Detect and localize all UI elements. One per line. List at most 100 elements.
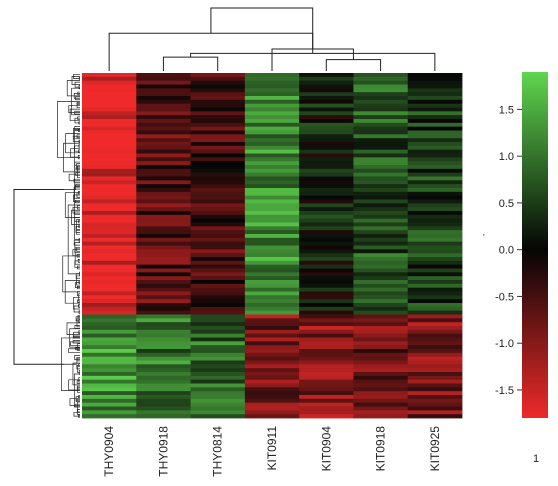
heatmap-cell (82, 165, 137, 170)
heatmap-cell (353, 73, 409, 78)
heatmap-cell (353, 253, 409, 258)
heatmap-cell (136, 303, 191, 308)
heatmap-cell (190, 126, 246, 131)
dendrogram-branch (190, 52, 436, 71)
heatmap-cell (299, 122, 354, 128)
heatmap-cell (407, 226, 463, 231)
heatmap-cell (244, 387, 300, 392)
heatmap-cell (136, 107, 191, 112)
heatmap-cell (407, 76, 463, 82)
heatmap-cell (407, 345, 463, 350)
color-scale-tick-label: 0.0 (499, 245, 514, 257)
heatmap-cell (190, 337, 246, 342)
heatmap-cell (244, 153, 300, 158)
heatmap-cell (82, 115, 137, 120)
heatmap-cell (299, 276, 354, 281)
dendrogram-branch (75, 225, 80, 233)
heatmap-cell (82, 314, 137, 319)
color-scale-tick-label: 0.5 (499, 198, 514, 210)
dendrogram-branch (76, 163, 80, 170)
heatmap-cell (299, 138, 354, 143)
heatmap-cell (244, 207, 300, 212)
heatmap-cell (136, 268, 191, 273)
heatmap-cell (353, 214, 409, 220)
heatmap-cell (82, 172, 137, 177)
heatmap-cell (407, 176, 463, 181)
heatmap-cell (244, 119, 300, 124)
heatmap-cell (82, 207, 137, 212)
heatmap-cell (244, 191, 300, 197)
heatmap-cell (407, 280, 463, 285)
heatmap-cell (190, 168, 246, 174)
heatmap-cell (190, 260, 246, 266)
heatmap-cell (82, 180, 137, 185)
heatmap-cell (407, 264, 463, 269)
heatmap-cell (244, 172, 300, 177)
heatmap-cell (82, 306, 137, 312)
heatmap-cell (82, 199, 137, 204)
color-scale-bar (522, 72, 548, 418)
heatmap-cell (353, 88, 409, 93)
heatmap-cell (244, 295, 300, 300)
heatmap-cell (299, 375, 354, 381)
heatmap-cell (353, 249, 409, 254)
heatmap-cell (353, 364, 409, 369)
heatmap-cell (353, 410, 409, 415)
heatmap-cell (353, 322, 409, 327)
heatmap-cell (353, 402, 409, 407)
heatmap-cell (82, 157, 137, 162)
heatmap-cell (353, 368, 409, 373)
heatmap-cell (407, 234, 463, 239)
heatmap-cell (407, 138, 463, 143)
dendrogram-branch (75, 167, 80, 171)
heatmap-cell (407, 126, 463, 131)
heatmap-cell (299, 322, 354, 327)
heatmap-cell (82, 260, 137, 266)
dendrogram-branch (57, 101, 80, 158)
heatmap-cell (136, 241, 191, 246)
heatmap-cell (407, 341, 463, 346)
heatmap-cell (407, 161, 463, 166)
heatmap-cell (190, 291, 246, 296)
heatmap-cell (136, 287, 191, 292)
heatmap-cell (353, 257, 409, 262)
heatmap-cell (407, 398, 463, 404)
heatmap-cell (136, 299, 191, 304)
heatmap-cell (136, 218, 191, 223)
heatmap-cell (353, 161, 409, 166)
heatmap-cell (299, 241, 354, 246)
heatmap-cell (353, 138, 409, 143)
heatmap-cell (82, 391, 137, 396)
heatmap-cell (299, 345, 354, 350)
heatmap-cell (299, 157, 354, 162)
heatmap-cell (244, 356, 300, 361)
heatmap-cell (82, 333, 137, 338)
heatmap-cell (190, 195, 246, 200)
heatmap-cell (353, 96, 409, 101)
heatmap-cell (136, 99, 191, 105)
heatmap-cell (244, 272, 300, 277)
heatmap-cell (136, 149, 191, 154)
heatmap-cell (136, 398, 191, 404)
heatmap-cell (407, 322, 463, 327)
heatmap-cell (136, 122, 191, 128)
heatmap-cell (244, 249, 300, 254)
heatmap-cell (136, 391, 191, 396)
heatmap-cell (82, 153, 137, 158)
heatmap-cell (136, 414, 191, 419)
heatmap-cell (353, 280, 409, 285)
heatmap-cell (82, 76, 137, 82)
heatmap-cell (353, 395, 409, 400)
dendrogram-root (13, 188, 64, 365)
heatmap-cell (82, 249, 137, 254)
heatmap-cell (407, 372, 463, 377)
heatmap-cell (407, 73, 463, 78)
color-scale-legend: 1.5 1.0 0.5 0.0 -0.5 -1.0 -1.5 · (482, 72, 548, 418)
heatmap-cell (136, 84, 191, 89)
heatmap-cell (136, 176, 191, 181)
heatmap-cell (353, 337, 409, 342)
dendrogram-branch (67, 204, 80, 275)
dendrogram-branch (68, 105, 80, 113)
dendrogram-branch (74, 354, 80, 360)
heatmap-cell (299, 142, 354, 147)
